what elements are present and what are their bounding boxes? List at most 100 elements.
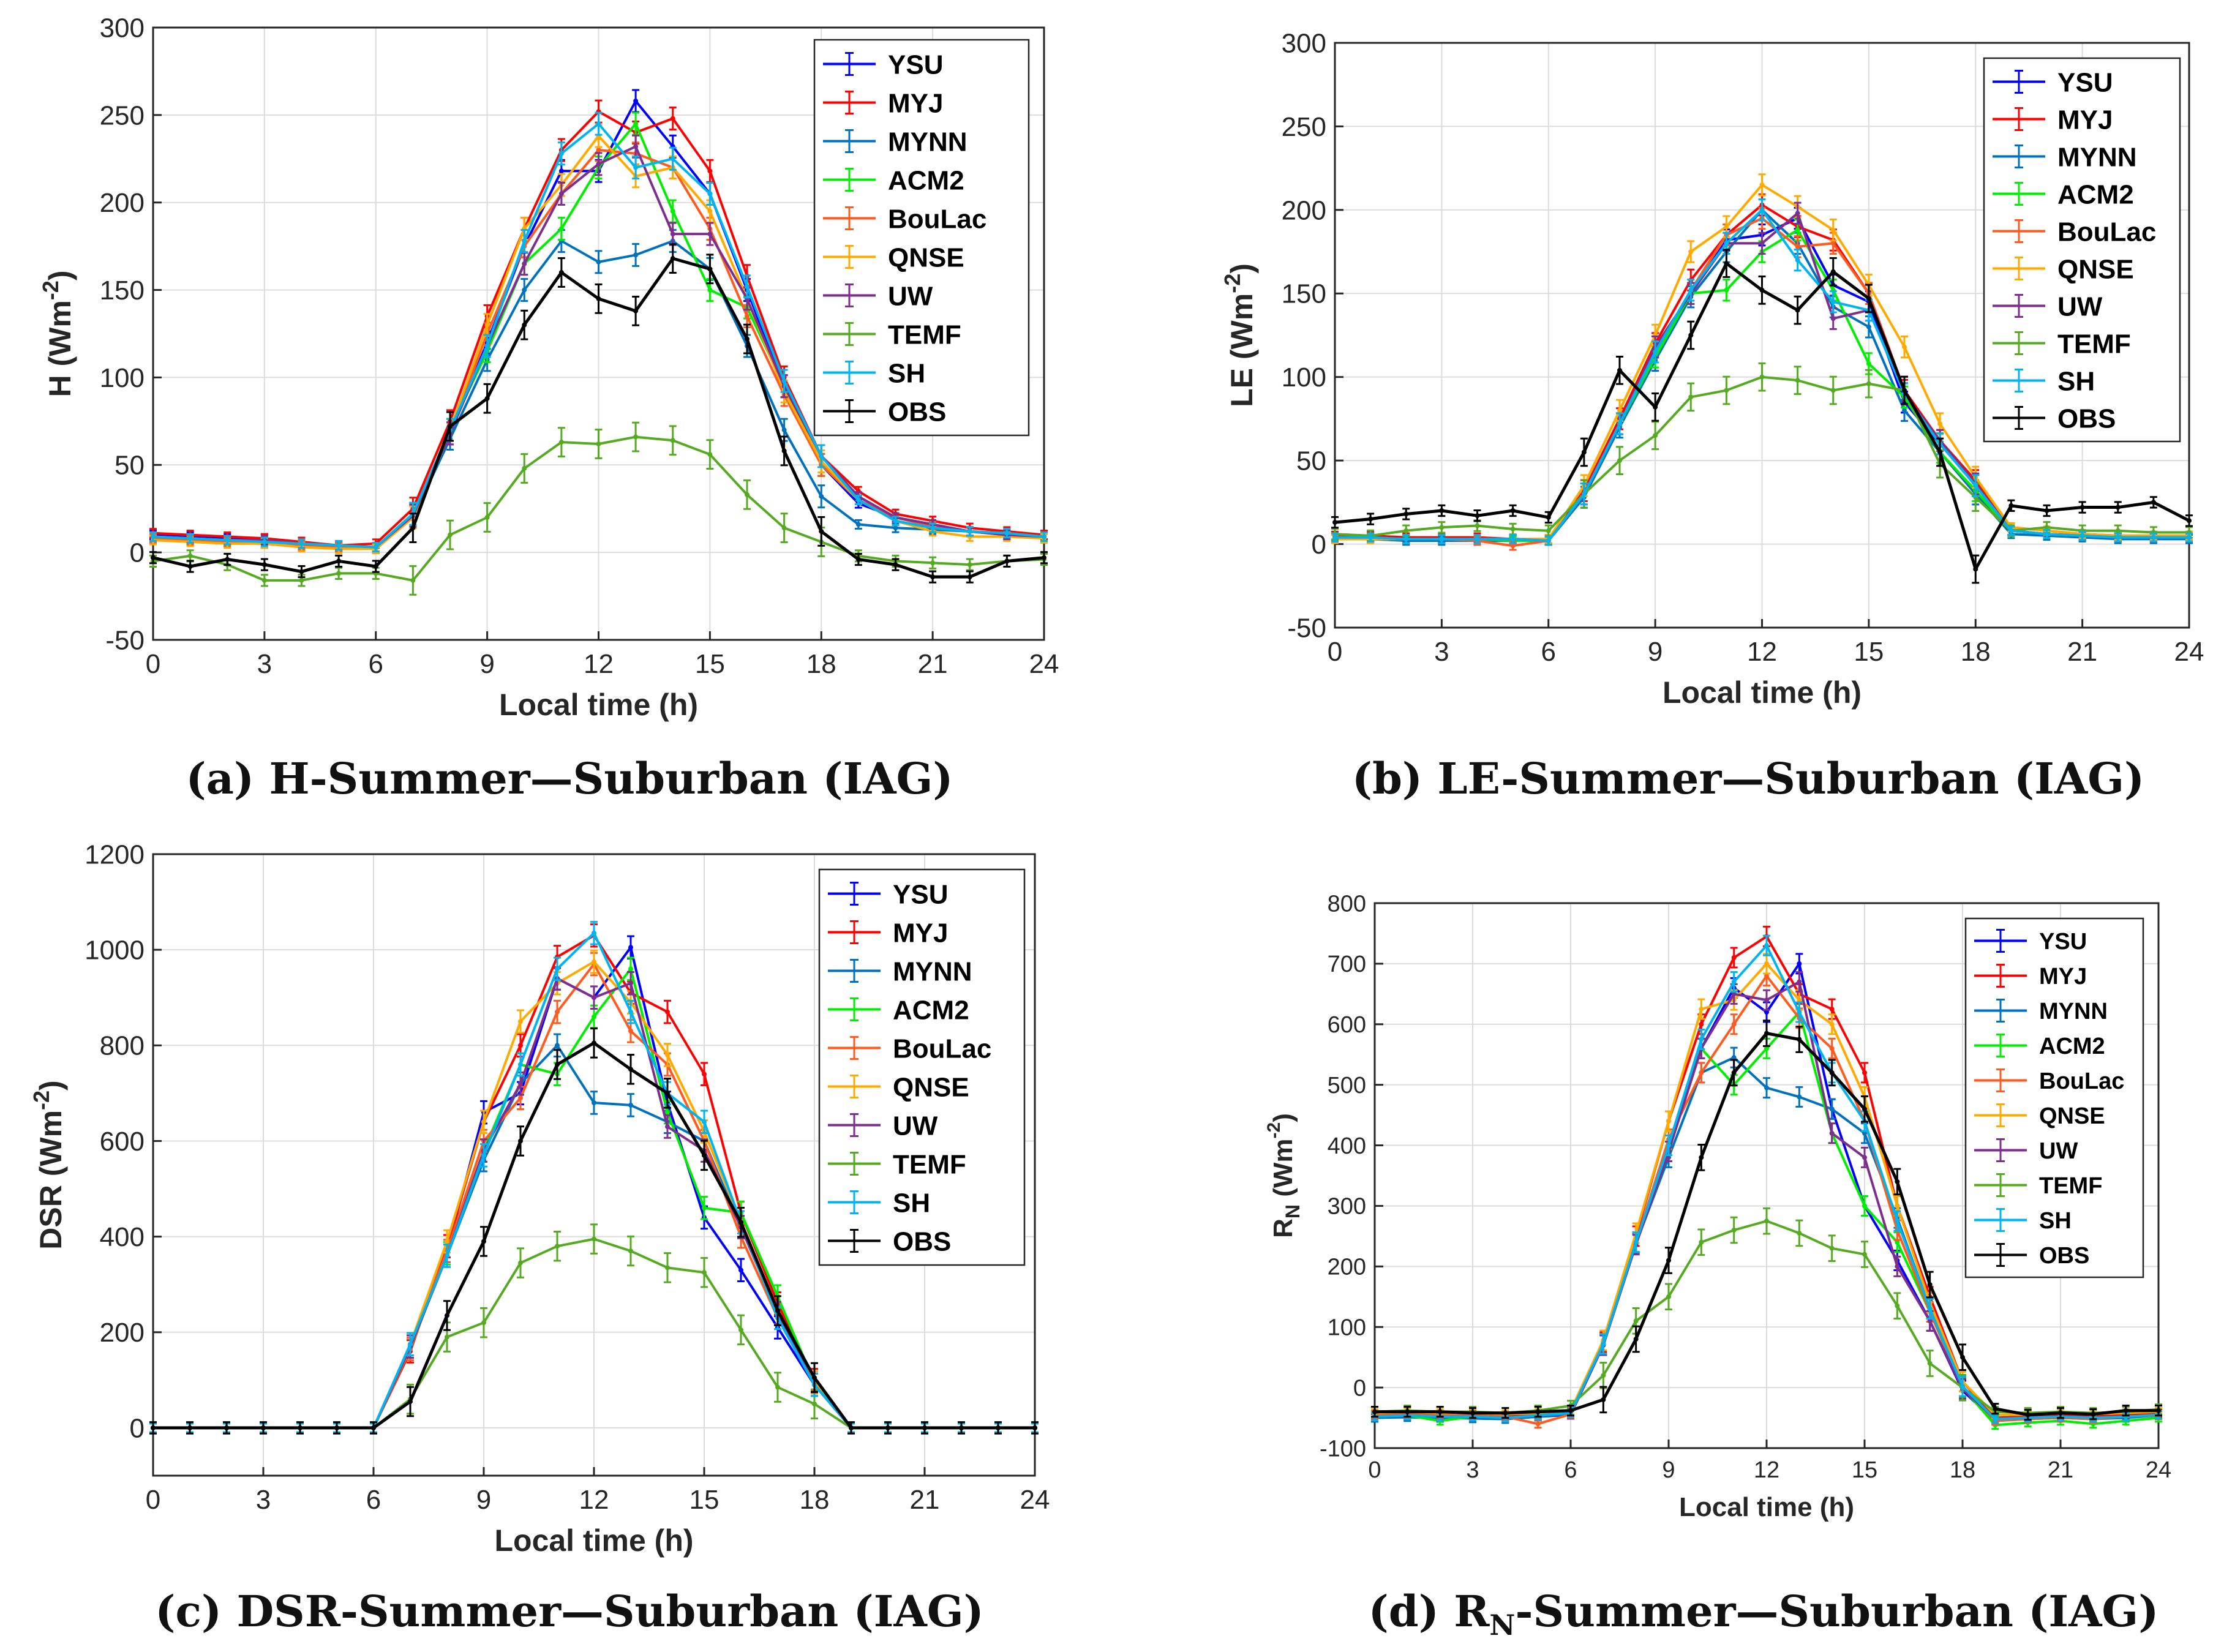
legend-label-acm2: ACM2 — [893, 995, 969, 1025]
data-point — [1797, 1010, 1802, 1015]
legend-label-obs: OBS — [2039, 1243, 2089, 1269]
caption-c: (c) DSR-Summer—Suburban (IAG) — [155, 1586, 984, 1637]
data-point — [522, 322, 527, 328]
data-point — [1829, 1245, 1835, 1251]
y-tick-label: 200 — [100, 188, 145, 218]
legend-label-acm2: ACM2 — [2057, 179, 2134, 209]
data-point — [1699, 1021, 1704, 1027]
data-point — [2151, 500, 2156, 505]
y-tick-label: -100 — [1320, 1436, 1366, 1462]
data-point — [2187, 535, 2192, 540]
data-point — [1731, 1055, 1737, 1061]
data-point — [518, 1043, 523, 1048]
data-point — [1439, 536, 1445, 542]
legend-label-uw: UW — [888, 281, 933, 311]
caption-d-sub: N — [1489, 1609, 1516, 1642]
data-point — [1535, 1409, 1541, 1414]
data-point — [1829, 1106, 1835, 1112]
data-point — [1973, 566, 1978, 572]
data-point — [373, 564, 378, 569]
data-point — [592, 1040, 596, 1046]
data-point — [558, 440, 564, 445]
data-point — [1699, 1155, 1704, 1160]
series-sh — [1331, 198, 2193, 546]
data-point — [558, 270, 564, 275]
data-point — [1666, 1119, 1671, 1124]
x-tick-label: 3 — [257, 649, 272, 679]
data-point — [522, 466, 527, 471]
x-tick-label: 21 — [910, 1485, 940, 1515]
x-tick-label: 21 — [918, 649, 948, 679]
data-point — [1699, 1007, 1704, 1012]
data-point — [670, 116, 675, 121]
x-tick-label: 3 — [1434, 637, 1449, 667]
data-point — [410, 525, 416, 531]
x-axis-label: Local time (h) — [1663, 675, 1862, 710]
data-point — [151, 534, 156, 539]
data-point — [745, 336, 750, 342]
y-tick-label: 0 — [130, 1413, 145, 1443]
legend-label-ysu: YSU — [2039, 929, 2087, 955]
legend-box — [1983, 57, 2181, 443]
data-point — [1862, 1155, 1867, 1160]
y-axis-label: DSR (Wm-2) — [29, 1080, 68, 1249]
data-point — [702, 1152, 707, 1158]
legend-label-boulac: BouLac — [893, 1034, 991, 1064]
data-point — [628, 1067, 633, 1072]
data-point — [855, 497, 861, 503]
data-point — [1546, 538, 1551, 544]
data-point — [702, 1072, 707, 1077]
data-point — [1795, 257, 1800, 263]
data-point — [1759, 207, 1765, 212]
data-point — [1866, 381, 1871, 386]
data-point — [558, 226, 564, 231]
data-point — [1617, 367, 1622, 373]
data-point — [1895, 1179, 1900, 1184]
data-point — [1764, 1218, 1769, 1224]
data-point — [261, 539, 267, 544]
data-point — [224, 1425, 229, 1430]
data-point — [518, 1081, 523, 1086]
y-axis-label: RN (Wm-2) — [1264, 1113, 1304, 1238]
x-tick-label: 3 — [1466, 1457, 1479, 1483]
data-point — [1405, 1409, 1410, 1414]
data-point — [1764, 1046, 1769, 1051]
data-point — [1862, 1130, 1867, 1136]
series-obs — [1371, 1019, 2162, 1421]
caption-b: (b) LE-Summer—Suburban (IAG) — [1352, 753, 2144, 804]
data-point — [967, 528, 972, 534]
data-point — [633, 121, 639, 127]
data-point — [2123, 1408, 2128, 1413]
data-point — [893, 525, 898, 531]
x-tick-label: 12 — [579, 1485, 609, 1515]
data-point — [1535, 1421, 1541, 1427]
legend-label-uw: UW — [2039, 1138, 2078, 1164]
data-point — [1759, 182, 1765, 187]
data-point — [1699, 1037, 1704, 1042]
data-point — [371, 1425, 376, 1430]
data-point — [1724, 241, 1729, 246]
data-point — [781, 427, 787, 433]
data-point — [1731, 1021, 1737, 1027]
data-point — [1617, 408, 1622, 413]
data-point — [1795, 378, 1800, 383]
data-point — [1993, 1416, 1998, 1422]
data-point — [665, 1091, 670, 1096]
data-point — [1902, 344, 1907, 350]
data-point — [1764, 973, 1769, 978]
data-point — [1731, 1228, 1737, 1233]
data-point — [707, 452, 713, 457]
data-point — [1764, 943, 1769, 948]
data-point — [745, 314, 750, 319]
legend-label-myj: MYJ — [2039, 964, 2087, 989]
data-point — [893, 562, 898, 568]
data-point — [1699, 1070, 1704, 1075]
data-point — [336, 571, 342, 576]
x-tick-label: 0 — [1368, 1457, 1381, 1483]
data-point — [1764, 997, 1769, 1003]
data-point — [1666, 1294, 1671, 1299]
y-axis-label-end: ) — [1268, 1113, 1298, 1122]
data-point — [959, 1425, 964, 1430]
data-point — [1731, 955, 1737, 960]
data-point — [2008, 503, 2014, 508]
